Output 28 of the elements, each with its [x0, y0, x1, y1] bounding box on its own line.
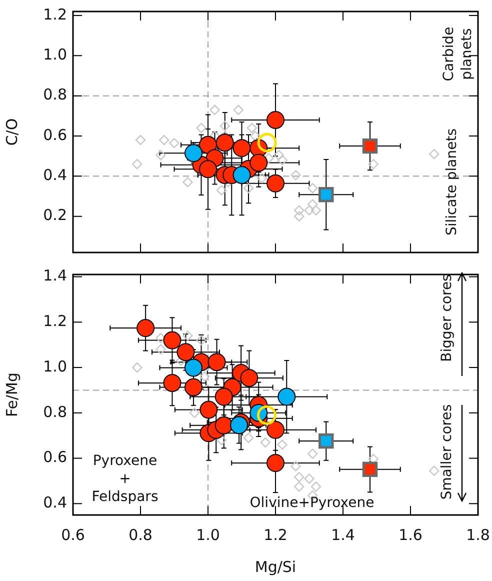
x-tick-label: 1.0: [196, 526, 220, 544]
y-tick-label: 0.4: [43, 166, 67, 184]
annotation: Smaller cores: [438, 403, 456, 502]
y-tick-label: 1.0: [43, 357, 67, 376]
y-tick-label: 0.8: [43, 402, 67, 421]
y-tick-label: 1.4: [43, 266, 67, 285]
x-tick-label: 1.8: [466, 526, 490, 544]
x-tick-label: 1.4: [331, 526, 355, 544]
y-tick-label: 0.2: [43, 206, 67, 224]
annotation: Carbide planets: [440, 26, 476, 84]
x-tick-label: 1.6: [398, 526, 422, 544]
annotation: Bigger cores: [438, 273, 456, 364]
y-tick-label: 0.8: [43, 86, 67, 104]
x-tick-label: 0.6: [61, 526, 85, 544]
annotation: Pyroxene + Feldspars: [90, 452, 160, 506]
y-tick-label: 1.2: [43, 312, 67, 330]
x-tick-label: 0.8: [128, 526, 152, 544]
y-tick-label: 0.6: [43, 448, 67, 466]
annotation: Silicate planets: [443, 128, 461, 238]
x-axis-title: Mg/Si: [254, 558, 296, 576]
y-tick-label: 1.2: [43, 5, 67, 24]
x-tick-label: 1.2: [264, 526, 288, 544]
y-tick-label: 1.0: [43, 46, 67, 64]
y-tick-label: 0.6: [43, 126, 67, 144]
y-tick-label: 0.4: [43, 494, 67, 512]
annotation: Olivine+Pyroxene: [248, 494, 376, 512]
y-axis-title: C/O: [2, 118, 21, 146]
y-axis-title: Fe/Mg: [2, 372, 21, 418]
